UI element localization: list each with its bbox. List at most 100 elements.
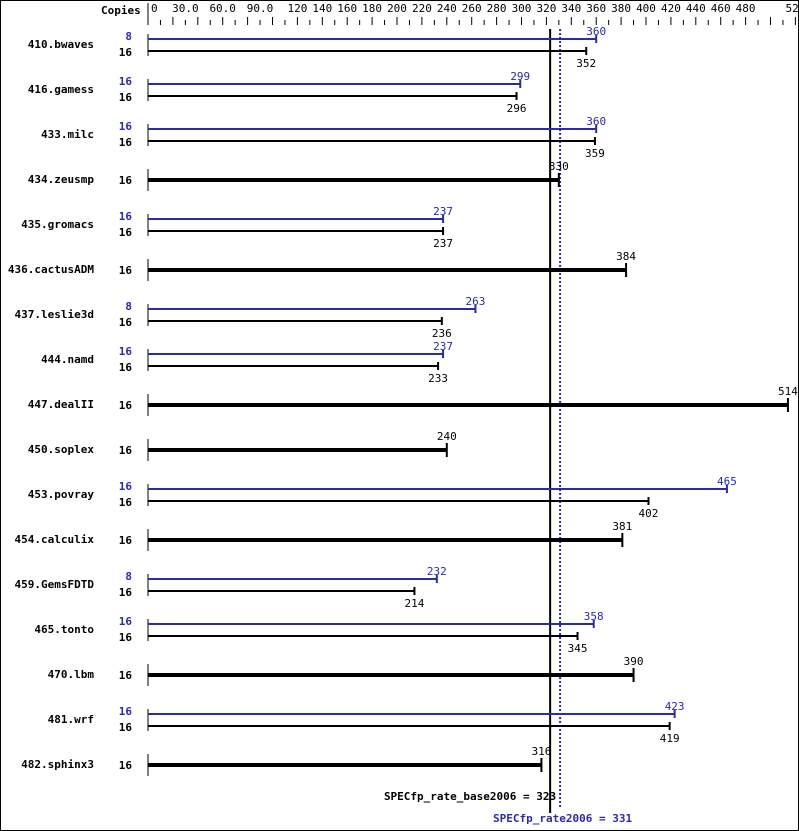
peak-copies: 8	[125, 570, 132, 583]
base-value-label: 384	[616, 250, 636, 263]
base-copies: 16	[119, 174, 133, 187]
tick-label: 120	[287, 2, 307, 15]
copies-header: Copies	[101, 4, 141, 17]
peak-value-label: 358	[584, 610, 604, 623]
benchmark-label: 434.zeusmp	[28, 173, 95, 186]
tick-label: 360	[586, 2, 606, 15]
base-copies: 16	[119, 496, 133, 509]
base-copies: 16	[119, 316, 133, 329]
base-value-label: 233	[428, 372, 448, 385]
base-copies: 16	[119, 361, 133, 374]
peak-value-label: 360	[586, 25, 606, 38]
tick-label: 260	[462, 2, 482, 15]
peak-copies: 16	[119, 120, 133, 133]
base-value-label: 381	[612, 520, 632, 533]
benchmark-label: 436.cactusADM	[8, 263, 94, 276]
benchmark-label: 447.dealII	[28, 398, 94, 411]
peak-reference-label: SPECfp_rate2006 = 331	[493, 812, 632, 825]
peak-value-label: 465	[717, 475, 737, 488]
base-copies: 16	[119, 399, 133, 412]
base-value-label: 236	[432, 327, 452, 340]
base-copies: 16	[119, 631, 133, 644]
peak-value-label: 360	[586, 115, 606, 128]
benchmark-label: 444.namd	[41, 353, 94, 366]
tick-label: 30.0	[172, 2, 199, 15]
base-copies: 16	[119, 46, 133, 59]
base-value-label: 514	[778, 385, 798, 398]
base-value-label: 240	[437, 430, 457, 443]
base-value-label: 296	[507, 102, 527, 115]
peak-value-label: 423	[665, 700, 685, 713]
base-value-label: 359	[585, 147, 605, 160]
base-copies: 16	[119, 721, 133, 734]
base-reference-label: SPECfp_rate_base2006 = 323	[384, 790, 556, 803]
tick-label: 240	[437, 2, 457, 15]
benchmark-label: 481.wrf	[48, 713, 94, 726]
base-copies: 16	[119, 444, 133, 457]
tick-label: 420	[661, 2, 681, 15]
peak-value-label: 232	[427, 565, 447, 578]
tick-label: 460	[711, 2, 731, 15]
benchmark-label: 482.sphinx3	[21, 758, 94, 771]
peak-copies: 16	[119, 75, 133, 88]
peak-copies: 16	[119, 705, 133, 718]
tick-label: 340	[561, 2, 581, 15]
tick-label: 160	[337, 2, 357, 15]
base-value-label: 402	[639, 507, 659, 520]
base-value-label: 345	[568, 642, 588, 655]
base-copies: 16	[119, 669, 133, 682]
benchmark-label: 450.soplex	[28, 443, 95, 456]
tick-label: 440	[686, 2, 706, 15]
base-copies: 16	[119, 759, 133, 772]
benchmark-label: 470.lbm	[48, 668, 95, 681]
base-copies: 16	[119, 91, 133, 104]
benchmark-label: 416.gamess	[28, 83, 94, 96]
base-value-label: 419	[660, 732, 680, 745]
benchmark-label: 437.leslie3d	[15, 308, 94, 321]
peak-value-label: 263	[465, 295, 485, 308]
peak-copies: 16	[119, 480, 133, 493]
benchmark-label: 435.gromacs	[21, 218, 94, 231]
tick-label: 320	[536, 2, 556, 15]
base-copies: 16	[119, 264, 133, 277]
peak-value-label: 299	[510, 70, 530, 83]
base-copies: 16	[119, 586, 133, 599]
tick-label: 90.0	[247, 2, 274, 15]
base-value-label: 316	[531, 745, 551, 758]
benchmark-label: 453.povray	[28, 488, 95, 501]
tick-label: 180	[362, 2, 382, 15]
tick-label: 140	[312, 2, 332, 15]
benchmark-label: 433.milc	[41, 128, 94, 141]
base-value-label: 352	[576, 57, 596, 70]
base-copies: 16	[119, 136, 133, 149]
base-value-label: 214	[404, 597, 424, 610]
tick-label: 380	[611, 2, 631, 15]
tick-label: 220	[412, 2, 432, 15]
peak-copies: 8	[125, 300, 132, 313]
tick-label: 200	[387, 2, 407, 15]
peak-value-label: 237	[433, 340, 453, 353]
tick-label: 0	[151, 2, 158, 15]
benchmark-label: 459.GemsFDTD	[15, 578, 95, 591]
peak-value-label: 237	[433, 205, 453, 218]
benchmark-label: 465.tonto	[34, 623, 94, 636]
base-copies: 16	[119, 226, 133, 239]
peak-copies: 16	[119, 210, 133, 223]
peak-copies: 8	[125, 30, 132, 43]
benchmark-label: 410.bwaves	[28, 38, 94, 51]
tick-label: 300	[512, 2, 532, 15]
peak-copies: 16	[119, 345, 133, 358]
tick-label: 520	[785, 2, 798, 15]
base-value-label: 237	[433, 237, 453, 250]
benchmark-label: 454.calculix	[15, 533, 95, 546]
base-copies: 16	[119, 534, 133, 547]
tick-label: 400	[636, 2, 656, 15]
peak-copies: 16	[119, 615, 133, 628]
base-value-label: 390	[624, 655, 644, 668]
base-value-label: 330	[549, 160, 569, 173]
tick-label: 60.0	[209, 2, 236, 15]
tick-label: 480	[736, 2, 756, 15]
tick-label: 280	[487, 2, 507, 15]
